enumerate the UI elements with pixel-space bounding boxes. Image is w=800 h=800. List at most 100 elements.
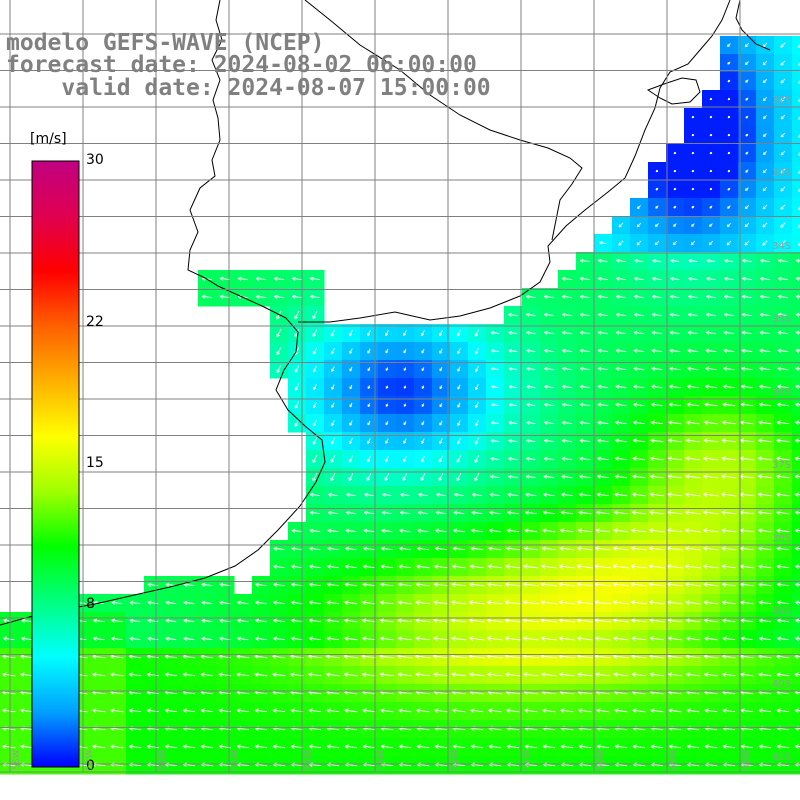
wind-arrow <box>508 402 517 407</box>
wind-arrow <box>363 510 374 515</box>
wind-arrow <box>525 510 537 515</box>
wind-arrow <box>201 600 213 605</box>
wind-arrow <box>273 582 285 587</box>
wind-arrow <box>525 474 537 479</box>
wind-cell <box>792 306 800 325</box>
wind-arrow <box>403 330 407 336</box>
wind-arrow <box>633 420 645 425</box>
wind-arrow <box>633 402 645 407</box>
longitude-label: 56W <box>158 749 168 770</box>
wind-arrow <box>486 600 503 605</box>
wind-arrow <box>727 43 731 47</box>
wind-arrow <box>798 98 800 102</box>
wind-arrow <box>312 365 317 373</box>
wind-arrow <box>456 455 462 463</box>
wind-arrow <box>345 510 356 515</box>
wind-arrow <box>687 366 699 371</box>
wind-arrow <box>474 437 480 445</box>
wind-arrow <box>670 276 680 281</box>
wind-arrow <box>721 528 737 533</box>
wind-arrow <box>237 600 249 605</box>
wind-arrow <box>613 528 629 533</box>
wind-arrow <box>561 312 572 317</box>
wind-arrow <box>438 473 444 482</box>
wind-arrow <box>470 546 484 551</box>
wind-arrow <box>691 223 695 227</box>
wind-arrow <box>380 564 394 569</box>
wind-arrow <box>456 329 461 337</box>
wind-arrow <box>579 474 591 479</box>
wind-arrow <box>760 258 770 263</box>
wind-arrow <box>312 419 317 427</box>
wind-arrow <box>420 455 425 463</box>
wind-arrow <box>688 258 698 263</box>
wind-arrow <box>758 582 772 587</box>
wind-arrow <box>309 564 321 569</box>
wind-arrow <box>794 564 800 569</box>
wind-arrow <box>366 455 371 463</box>
longitude-label: 49W <box>669 749 679 770</box>
wind-arrow <box>741 348 753 353</box>
wind-arrow <box>795 420 800 425</box>
wind-cell <box>792 144 800 163</box>
wind-arrow <box>561 384 572 389</box>
wind-arrow <box>291 546 303 551</box>
wind-arrow <box>526 330 536 335</box>
wind-cell <box>792 234 800 253</box>
wind-arrow <box>759 330 771 335</box>
wind-arrow <box>721 474 737 479</box>
wind-arrow <box>798 170 800 174</box>
wind-arrow <box>439 329 443 337</box>
wind-arrow <box>543 312 554 317</box>
wind-arrow <box>576 564 593 569</box>
wind-arrow <box>543 474 555 479</box>
wind-arrow <box>416 582 430 587</box>
wind-arrow <box>219 294 231 299</box>
wind-arrow <box>576 582 593 587</box>
wind-arrow <box>165 600 177 605</box>
wind-arrow <box>721 510 737 515</box>
wind-arrow <box>740 420 754 425</box>
wind-arrow <box>597 474 609 479</box>
wind-arrow <box>632 438 645 443</box>
wind-arrow <box>776 456 790 461</box>
wind-arrow <box>688 276 698 281</box>
wind-arrow <box>309 546 321 551</box>
wind-arrow <box>489 492 501 497</box>
wind-arrow <box>544 348 554 353</box>
wind-arrow <box>504 600 521 605</box>
wind-arrow <box>505 564 521 569</box>
wind-arrow <box>688 294 698 299</box>
colorbar-tick-label: 30 <box>86 152 104 168</box>
wind-arrow <box>291 276 302 281</box>
wind-arrow <box>525 456 536 461</box>
wind-arrow <box>273 546 285 551</box>
wind-arrow <box>762 222 768 228</box>
wind-arrow <box>310 294 320 299</box>
wind-arrow <box>780 42 786 48</box>
wind-arrow <box>327 564 339 569</box>
wind-arrow <box>724 276 734 281</box>
wind-arrow <box>691 115 695 119</box>
wind-arrow <box>691 205 695 209</box>
wind-arrow <box>777 366 789 371</box>
wind-arrow <box>667 510 683 515</box>
wind-arrow <box>777 294 788 299</box>
wind-arrow <box>331 347 335 355</box>
wind-arrow <box>474 455 480 464</box>
wind-arrow <box>363 528 375 533</box>
wind-arrow <box>331 402 335 408</box>
wind-arrow <box>421 420 425 426</box>
wind-arrow <box>435 528 447 533</box>
wind-arrow <box>294 365 300 373</box>
wind-arrow <box>474 347 479 355</box>
wind-arrow <box>508 420 518 425</box>
longitude-label: 52W <box>450 749 460 770</box>
wind-cell <box>792 54 800 73</box>
wind-arrow <box>745 151 749 155</box>
wind-arrow <box>330 437 335 445</box>
wind-cell <box>792 630 800 649</box>
wind-arrow <box>798 62 800 66</box>
wind-arrow <box>543 294 554 299</box>
wind-arrow <box>367 385 371 389</box>
